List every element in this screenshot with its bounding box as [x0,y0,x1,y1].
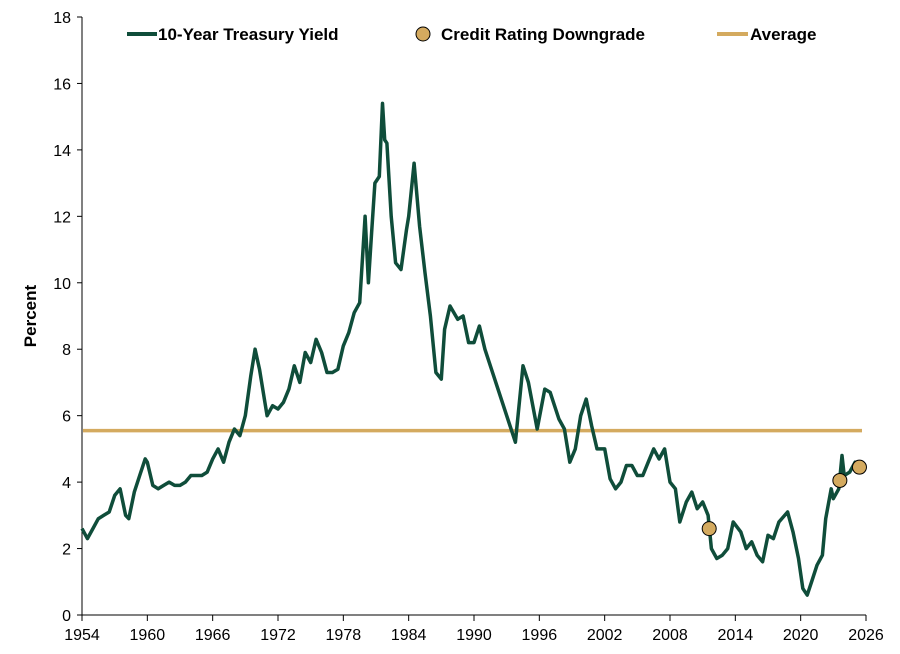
x-tick-label: 1996 [522,627,558,644]
y-tick-label: 6 [62,409,71,426]
x-tick-label: 1966 [195,627,231,644]
y-axis-ticks: 0 2 4 6 8 10 12 14 16 18 [53,10,82,625]
downgrade-marker [701,521,717,537]
y-tick-label: 2 [62,542,71,559]
y-axis-title: Percent [21,284,40,347]
x-axis-ticks: 1954 1960 1966 1972 1978 1984 1990 1996 2002 2008… [64,615,884,644]
downgrade-marker [851,459,867,475]
x-tick-label: 1960 [130,627,166,644]
x-tick-label: 1984 [391,627,427,644]
x-tick-label: 2020 [783,627,819,644]
downgrade-marker [832,472,848,488]
legend-downgrade-label: Credit Rating Downgrade [441,25,645,44]
x-tick-label: 2008 [652,627,688,644]
y-tick-label: 8 [62,342,71,359]
legend-average-label: Average [750,25,816,44]
x-tick-label: 2002 [587,627,623,644]
x-tick-label: 1954 [64,627,100,644]
y-tick-label: 16 [53,76,71,93]
legend: 10-Year Treasury Yield Credit Rating Dow… [127,25,816,44]
y-tick-label: 10 [53,276,71,293]
x-tick-label: 1978 [326,627,362,644]
y-tick-label: 4 [62,475,71,492]
legend-downgrade-marker [415,26,431,42]
y-tick-label: 14 [53,143,71,160]
downgrade-markers [701,459,867,537]
y-tick-label: 0 [62,608,71,625]
y-tick-label: 18 [53,10,71,27]
x-tick-label: 2026 [848,627,884,644]
x-tick-label: 2014 [718,627,754,644]
x-tick-label: 1972 [260,627,296,644]
y-tick-label: 12 [53,209,71,226]
x-tick-label: 1990 [456,627,492,644]
treasury-yield-line [80,101,862,597]
legend-yield-label: 10-Year Treasury Yield [158,25,339,44]
